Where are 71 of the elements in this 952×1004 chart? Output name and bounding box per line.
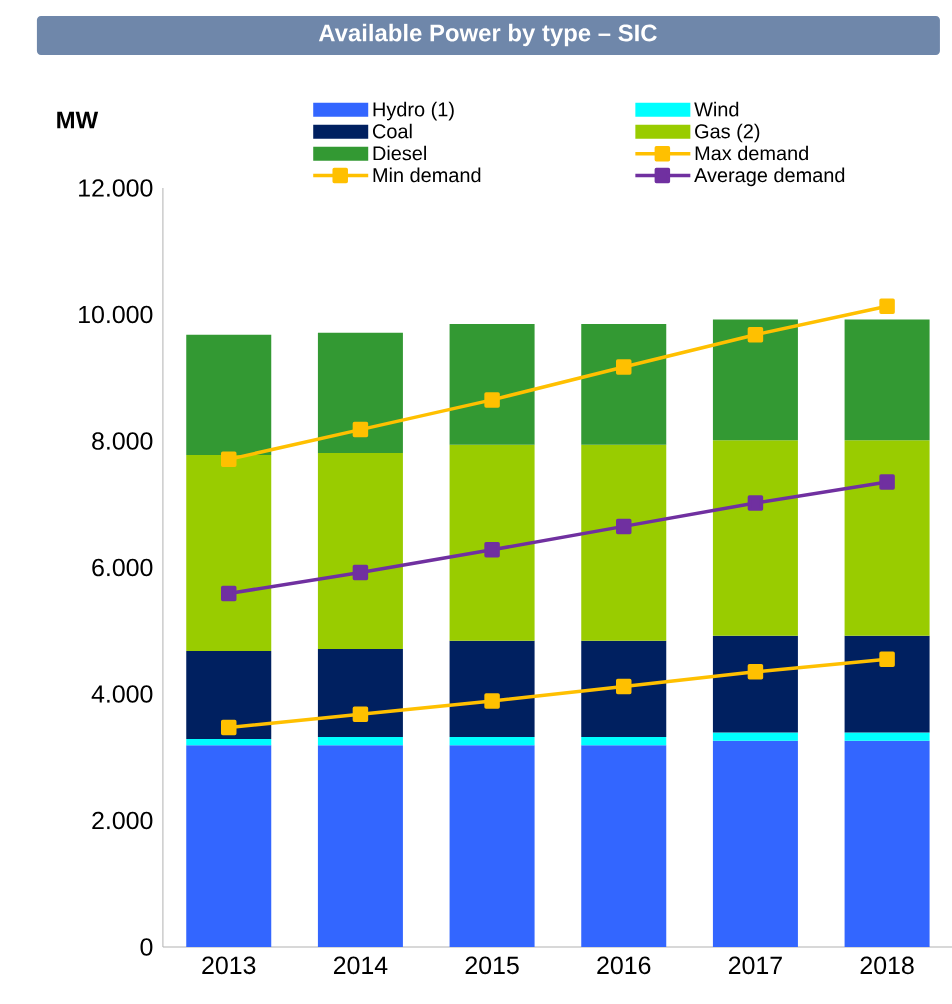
x-tick-label: 2013 [202, 956, 256, 975]
point [879, 651, 895, 667]
bar [712, 740, 798, 947]
bar [844, 635, 930, 733]
point [221, 451, 237, 468]
x-tick-label: 2014 [334, 956, 388, 975]
point [616, 678, 632, 695]
bar [186, 650, 272, 739]
point [616, 518, 632, 535]
legend-label: Min demand [373, 167, 481, 183]
y-axis-title: MW [57, 111, 99, 129]
y-tick-label: 6.000 [92, 558, 153, 577]
point [747, 495, 764, 511]
bar [449, 323, 535, 445]
legend-label: Gas (2) [695, 123, 760, 143]
bar [449, 444, 535, 641]
bar [186, 738, 272, 746]
x-tick-label: 2018 [860, 956, 914, 975]
bar [844, 440, 930, 636]
bar [186, 454, 272, 651]
bar [186, 745, 272, 947]
bar [844, 319, 930, 441]
chart-title: Available Power by type – SIC [318, 23, 657, 47]
bar [317, 332, 403, 453]
bar [581, 640, 667, 737]
y-tick-label: 4.000 [91, 685, 153, 703]
point [484, 693, 500, 709]
y-tick-label: 0 [140, 938, 153, 956]
point [352, 564, 369, 581]
legend-label: Wind [694, 101, 739, 117]
bar [581, 745, 667, 947]
legend-label: Diesel [373, 145, 427, 161]
point [747, 326, 764, 343]
legend-label: Average demand [694, 167, 845, 187]
bar [712, 732, 798, 741]
bar [712, 635, 798, 733]
point [352, 706, 369, 722]
bar [317, 453, 403, 650]
point [616, 359, 632, 375]
point [484, 542, 500, 558]
bar [844, 740, 930, 947]
x-tick-label: 2016 [597, 956, 651, 975]
bar [844, 732, 930, 741]
legend-label: Hydro (1) [373, 101, 454, 121]
y-tick-label: 10.000 [79, 305, 153, 324]
x-tick-label: 2015 [465, 956, 519, 975]
point [221, 719, 237, 736]
bar [581, 737, 667, 746]
x-tick-label: 2017 [729, 956, 782, 975]
bar [317, 649, 403, 737]
point [879, 474, 895, 490]
bar [186, 334, 272, 455]
bar [712, 440, 798, 636]
bar [317, 737, 403, 746]
bar [449, 640, 535, 737]
y-tick-label: 2.000 [92, 811, 153, 830]
y-tick-label: 8.000 [92, 432, 153, 450]
bar [581, 323, 667, 445]
point [879, 298, 895, 315]
point [221, 585, 237, 602]
point [352, 421, 369, 438]
bar [449, 737, 535, 746]
bar [712, 319, 798, 441]
legend-label: Max demand [695, 145, 809, 161]
point [747, 664, 764, 680]
legend-label: Coal [373, 123, 412, 139]
point [484, 392, 500, 408]
bar [317, 745, 403, 947]
bar [581, 444, 667, 641]
y-tick-label: 12.000 [79, 179, 153, 197]
bar [449, 745, 535, 947]
